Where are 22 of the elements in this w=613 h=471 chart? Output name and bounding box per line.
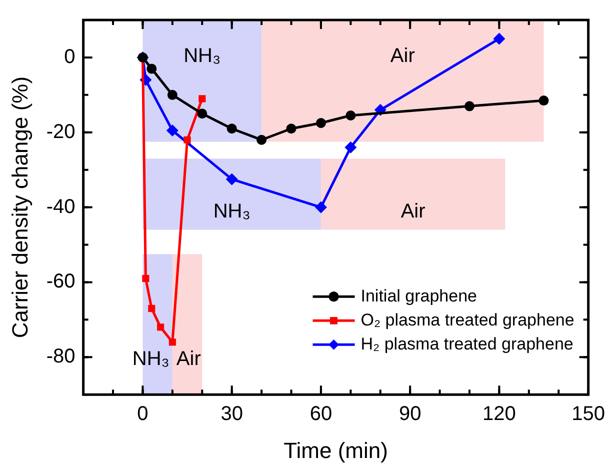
y-axis-title: Carrier density change (%) (7, 76, 32, 338)
band-label: Air (176, 348, 202, 370)
band-label: Air (400, 200, 426, 222)
band-label: NH₃ (132, 348, 170, 370)
x-tick-label: 60 (310, 403, 332, 426)
y-tick-label: -60 (46, 270, 76, 293)
band-label: NH₃ (184, 45, 221, 68)
y-tick-label: -80 (46, 346, 76, 368)
x-tick-label: 150 (572, 403, 606, 426)
legend-label: O₂ plasma treated graphene (360, 310, 574, 330)
y-tick-label: -40 (46, 196, 76, 218)
x-tick-label: 30 (220, 403, 243, 426)
x-axis-title: Time (min) (284, 438, 388, 463)
legend-label: H₂ plasma treated graphene (360, 334, 574, 354)
y-tick-label: -20 (46, 120, 76, 143)
x-tick-label: 90 (398, 403, 422, 426)
band-label: Air (390, 45, 416, 68)
y-tick-label: 0 (64, 46, 76, 68)
band-label: NH₃ (213, 200, 250, 222)
x-tick-label: 120 (482, 403, 516, 426)
x-tick-label: 0 (137, 403, 148, 426)
legend-label: Initial graphene (360, 286, 478, 306)
